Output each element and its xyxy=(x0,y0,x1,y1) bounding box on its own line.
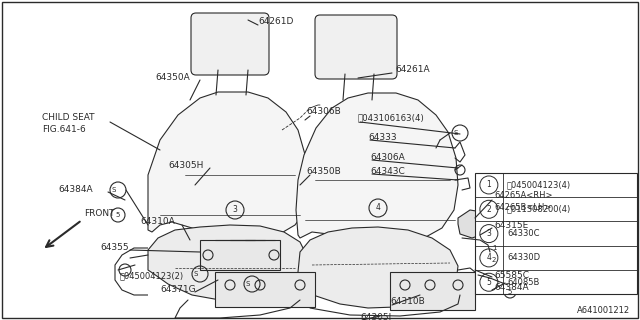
Text: 64085B: 64085B xyxy=(507,278,540,287)
Text: 5: 5 xyxy=(116,212,120,218)
Text: 64306A: 64306A xyxy=(370,154,404,163)
Text: 64343C: 64343C xyxy=(370,167,404,177)
Text: 64261A: 64261A xyxy=(395,66,429,75)
Text: FIG.641-6: FIG.641-6 xyxy=(42,125,86,134)
Polygon shape xyxy=(458,210,488,238)
FancyBboxPatch shape xyxy=(200,240,280,270)
Text: 65585C: 65585C xyxy=(494,270,529,279)
FancyBboxPatch shape xyxy=(215,272,315,307)
Text: 64305I: 64305I xyxy=(360,314,391,320)
Text: 64384A: 64384A xyxy=(494,283,529,292)
Text: 64333: 64333 xyxy=(368,133,397,142)
Text: 2: 2 xyxy=(486,205,492,214)
Text: 64350A: 64350A xyxy=(155,73,189,82)
Text: 64355: 64355 xyxy=(100,243,129,252)
FancyBboxPatch shape xyxy=(315,15,397,79)
Text: Ⓢ045004123(4): Ⓢ045004123(4) xyxy=(507,180,571,189)
FancyBboxPatch shape xyxy=(191,13,269,75)
Text: S: S xyxy=(246,281,250,287)
Text: 3: 3 xyxy=(232,205,237,214)
Text: 64310A: 64310A xyxy=(140,218,175,227)
Text: Ⓢ011308200(4): Ⓢ011308200(4) xyxy=(507,205,571,214)
Text: S: S xyxy=(112,187,116,193)
Text: 64310B: 64310B xyxy=(390,298,425,307)
Text: 64330C: 64330C xyxy=(507,229,540,238)
Text: 64330D: 64330D xyxy=(507,253,540,262)
Text: 64306B: 64306B xyxy=(306,108,340,116)
Polygon shape xyxy=(148,92,308,242)
Text: Ⓢ045004123(2): Ⓢ045004123(2) xyxy=(120,271,184,281)
Text: 5: 5 xyxy=(486,278,492,287)
Polygon shape xyxy=(298,227,458,308)
Polygon shape xyxy=(148,225,308,300)
Polygon shape xyxy=(296,93,458,246)
Text: 64265A<RH>: 64265A<RH> xyxy=(494,190,552,199)
Text: Ⓢ043106163(4): Ⓢ043106163(4) xyxy=(358,114,425,123)
Text: 1: 1 xyxy=(486,180,492,189)
Text: 2: 2 xyxy=(492,257,496,263)
Text: 64261D: 64261D xyxy=(258,18,293,27)
Text: 1: 1 xyxy=(492,245,496,251)
Bar xyxy=(475,173,637,294)
Text: 5: 5 xyxy=(508,289,512,295)
Text: 4: 4 xyxy=(376,204,380,212)
Text: 64350B: 64350B xyxy=(306,167,340,177)
Text: 64305H: 64305H xyxy=(168,161,204,170)
Text: 64315E: 64315E xyxy=(494,220,528,229)
Text: 64384A: 64384A xyxy=(58,186,93,195)
Text: S: S xyxy=(454,130,458,136)
Text: FRONT: FRONT xyxy=(84,209,115,218)
Text: 64371G: 64371G xyxy=(160,285,196,294)
Text: CHILD SEAT: CHILD SEAT xyxy=(42,114,95,123)
Text: A641001212: A641001212 xyxy=(577,306,630,315)
Text: 4: 4 xyxy=(486,253,492,262)
FancyBboxPatch shape xyxy=(390,272,475,310)
Text: 3: 3 xyxy=(486,229,492,238)
Text: S: S xyxy=(194,271,198,277)
Text: 64265B<LH>: 64265B<LH> xyxy=(494,203,552,212)
